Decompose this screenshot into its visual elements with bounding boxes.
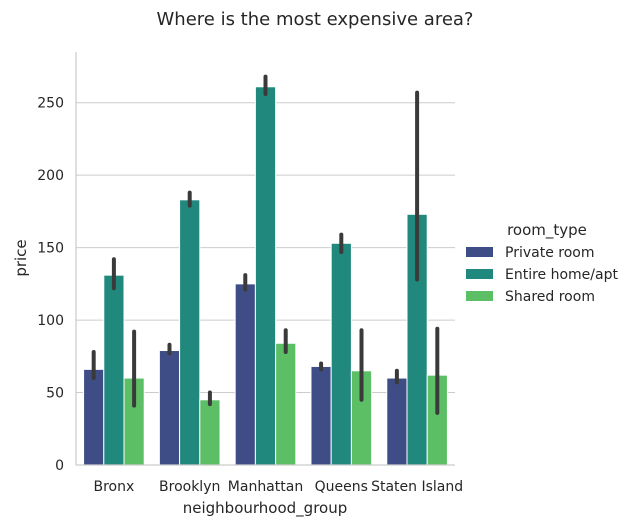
x-axis-label: neighbourhood_group [183,499,348,518]
bar [199,399,221,466]
legend-label: Private room [505,245,594,261]
legend-swatch [466,291,493,301]
y-tick-labels: 0 50 100 150 200 250 [37,96,64,474]
x-tick-label: Brooklyn [159,479,220,495]
legend-label: Entire home/apt [505,267,618,283]
x-tick-label: Bronx [94,479,135,495]
y-tick-label: 0 [55,458,64,474]
bar [179,199,201,466]
bar [83,368,105,466]
y-tick-label: 250 [37,96,64,112]
bar [330,242,352,466]
legend-swatch [466,269,493,279]
x-tick-label: Staten Island [371,479,463,495]
bar [234,283,256,466]
x-tick-label: Manhattan [228,479,303,495]
legend-swatch [466,247,493,257]
bars [83,86,448,466]
legend-title: room_type [507,221,587,240]
chart-title: Where is the most expensive area? [157,9,474,30]
bar [254,86,277,466]
legend: room_type Private room Entire home/apt Sha… [466,221,618,305]
y-tick-label: 100 [37,313,64,329]
y-tick-label: 150 [37,241,64,257]
bar [103,274,125,466]
bar [275,342,297,466]
x-tick-label: Queens [315,479,368,495]
y-tick-label: 50 [46,386,64,402]
bar [158,350,181,466]
y-axis-label: price [12,239,30,276]
y-tick-label: 200 [37,168,64,184]
legend-label: Shared room [505,289,595,305]
x-tick-labels: Bronx Brooklyn Manhattan Queens Staten Islan… [94,479,464,495]
error-bars [91,74,440,415]
bar [310,365,332,466]
bar [386,377,408,466]
